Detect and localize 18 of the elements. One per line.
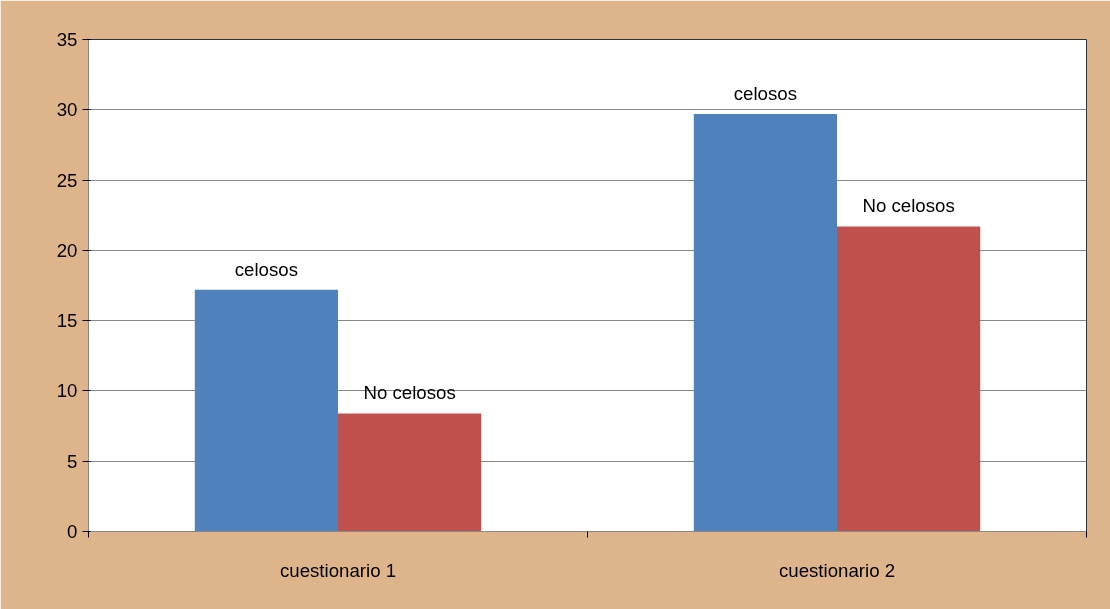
bar	[837, 226, 981, 532]
x-tick-label: cuestionario 1	[279, 559, 397, 581]
y-tick-label: 10	[56, 380, 78, 402]
x-tick-label: cuestionario 2	[778, 559, 896, 581]
series-label: No celosos	[363, 382, 456, 404]
y-tick-label: 5	[67, 450, 78, 472]
series-label: celosos	[234, 258, 299, 280]
y-tick-label: 20	[56, 239, 78, 261]
text: celosos	[733, 83, 798, 104]
y-tick-label: 35	[56, 29, 78, 50]
y-tick-label: 25	[56, 169, 78, 191]
text: No celosos	[862, 195, 955, 217]
y-tick-label: 30	[56, 99, 78, 121]
y-tick-label: 0	[67, 521, 78, 542]
bar	[338, 413, 482, 532]
bar	[693, 114, 837, 532]
bar	[194, 289, 338, 532]
y-tick-label: 15	[56, 310, 78, 332]
